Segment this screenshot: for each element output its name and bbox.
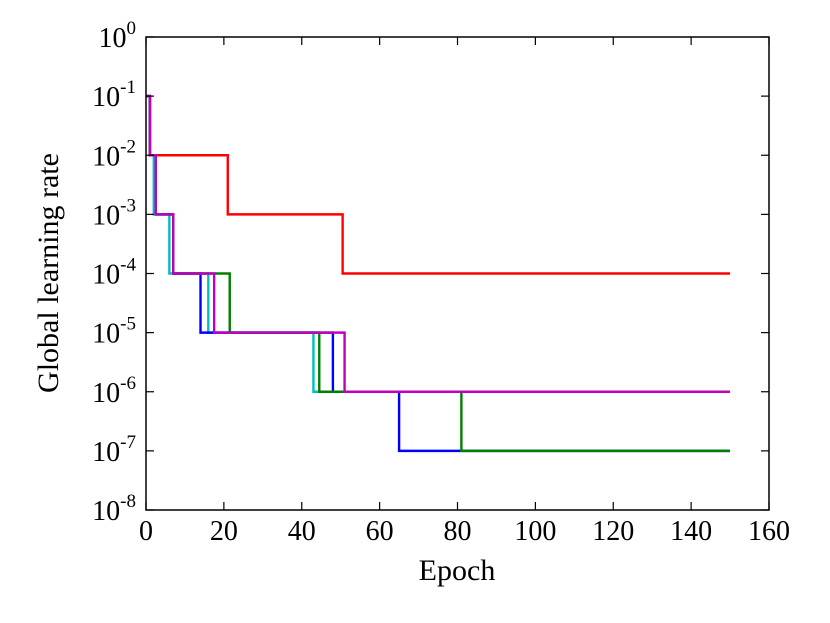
y-tick-label--7: 10-7 <box>92 432 136 468</box>
x-tick-label-60: 60 <box>366 516 394 547</box>
series-line-5 <box>146 94 731 393</box>
x-axis-label: Epoch <box>419 554 496 587</box>
y-tick-label--2: 10-2 <box>92 136 136 172</box>
tick-layer <box>145 36 770 511</box>
y-tick-label--8: 10-8 <box>92 491 136 527</box>
x-tick-label-100: 100 <box>514 516 556 547</box>
x-tick-label-0: 0 <box>139 516 153 547</box>
series-line-2 <box>146 94 731 393</box>
y-tick-label--6: 10-6 <box>92 373 136 409</box>
x-tick-label-40: 40 <box>288 516 316 547</box>
y-tick-label--3: 10-3 <box>92 195 136 231</box>
y-tick-label--1: 10-1 <box>92 77 136 113</box>
series-line-1 <box>146 94 731 275</box>
x-tick-label-160: 160 <box>748 516 790 547</box>
y-tick-label--5: 10-5 <box>92 314 136 350</box>
y-tick-labels: 100 10-1 10-2 10-3 10-4 10-5 10-6 10-7 10-8 <box>92 18 136 527</box>
y-axis-label: Global learning rate <box>32 153 65 393</box>
x-tick-label-140: 140 <box>670 516 712 547</box>
series-layer <box>146 94 731 453</box>
y-tick-label-0: 100 <box>99 18 137 54</box>
y-tick-label--4: 10-4 <box>92 255 136 291</box>
x-tick-labels: 0 20 40 60 80 100 120 140 160 <box>139 516 790 547</box>
x-tick-label-80: 80 <box>444 516 472 547</box>
x-tick-label-20: 20 <box>210 516 238 547</box>
x-tick-label-120: 120 <box>592 516 634 547</box>
